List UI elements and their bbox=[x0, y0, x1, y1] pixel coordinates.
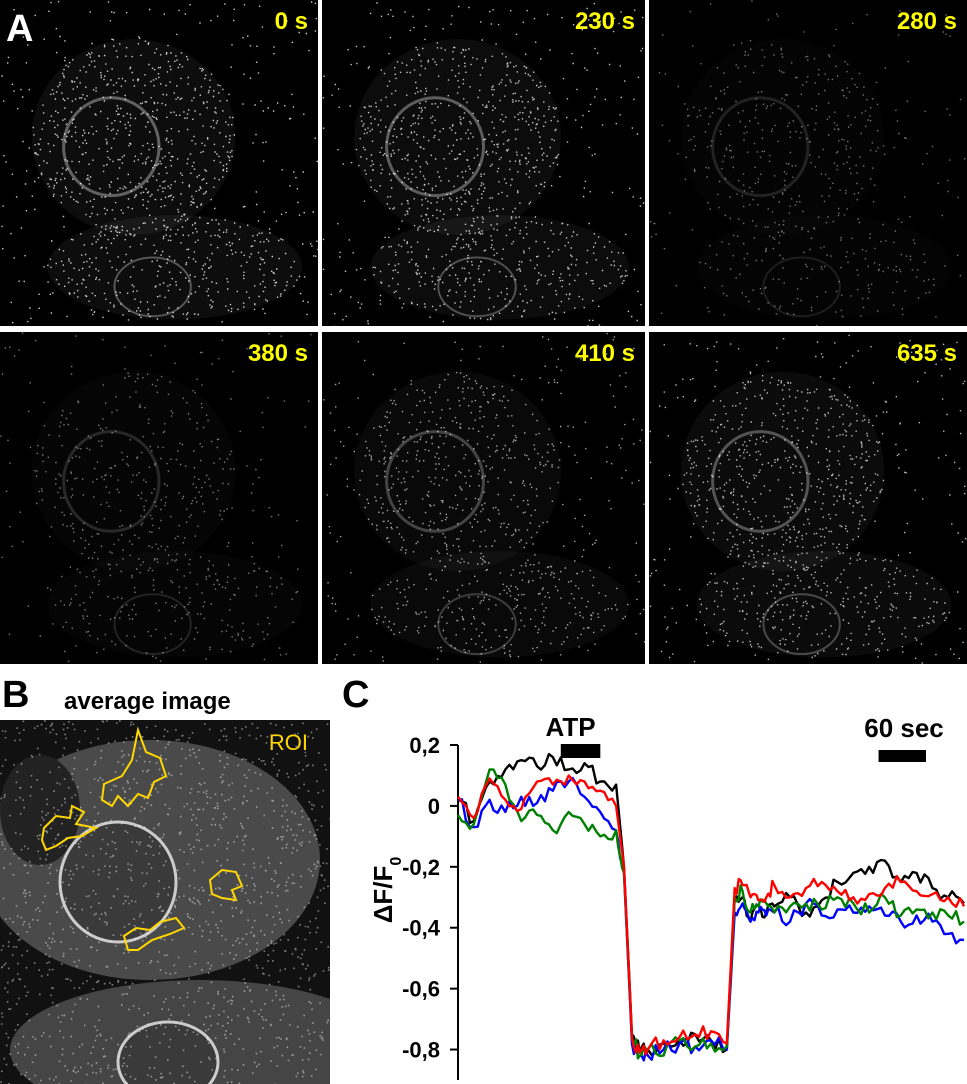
y-tick-label: 0 bbox=[428, 794, 440, 819]
trace-chart: 0,2 0 -0,2 -0,4 -0,6 -0,8 ATP 60 sec ΔF/F0 bbox=[368, 712, 966, 1080]
micrograph-frame: 410 s bbox=[322, 332, 645, 664]
y-tick-label: -0,4 bbox=[402, 916, 441, 941]
micrograph-image bbox=[649, 0, 967, 326]
annotations: ATP 60 sec bbox=[546, 712, 944, 762]
time-label: 0 s bbox=[274, 8, 308, 35]
average-image: ROI bbox=[0, 720, 330, 1084]
panel-b-letter: B bbox=[2, 674, 30, 716]
series-line bbox=[457, 776, 965, 1062]
time-label: 380 s bbox=[247, 340, 308, 367]
micrograph-image bbox=[0, 0, 318, 326]
series-layer bbox=[456, 752, 966, 1062]
roi-outline bbox=[100, 726, 168, 808]
series-line bbox=[457, 774, 966, 1056]
roi-outline bbox=[40, 804, 99, 852]
y-tick-label: 0,2 bbox=[409, 733, 440, 758]
y-tick-label: -0,2 bbox=[402, 855, 440, 880]
micrograph-grid: 0 s 230 s 280 s 380 s 410 s 635 s bbox=[0, 0, 967, 664]
roi-outline bbox=[122, 916, 186, 951]
micrograph-image bbox=[0, 332, 318, 664]
time-label: 230 s bbox=[574, 8, 635, 35]
micrograph-image bbox=[649, 332, 967, 664]
atp-label: ATP bbox=[546, 712, 596, 742]
series-line bbox=[456, 768, 965, 1060]
y-tick-label: -0,6 bbox=[402, 977, 440, 1002]
micrograph-image bbox=[322, 332, 645, 664]
panel-b-title: average image bbox=[64, 688, 231, 715]
micrograph-frame: 230 s bbox=[322, 0, 645, 326]
time-label: 410 s bbox=[574, 340, 635, 367]
roi-outline bbox=[208, 868, 244, 902]
micrograph-image bbox=[322, 0, 645, 326]
micrograph-frame: 280 s bbox=[649, 0, 967, 326]
panel-a-letter: A bbox=[6, 8, 34, 50]
y-axis: 0,2 0 -0,2 -0,4 -0,6 -0,8 bbox=[402, 733, 459, 1080]
panel-c-letter: C bbox=[342, 674, 370, 716]
y-tick-label: -0,8 bbox=[402, 1038, 440, 1063]
micrograph-frame: 0 s bbox=[0, 0, 318, 326]
time-label: 635 s bbox=[896, 340, 957, 367]
scale-bar-label: 60 sec bbox=[864, 713, 944, 743]
y-axis-label: ΔF/F0 bbox=[368, 857, 405, 924]
time-label: 280 s bbox=[896, 8, 957, 35]
average-image-canvas bbox=[0, 720, 330, 1084]
roi-label: ROI bbox=[268, 730, 308, 755]
scale-bar bbox=[878, 750, 926, 762]
micrograph-frame: 635 s bbox=[649, 332, 967, 664]
atp-bar bbox=[560, 744, 601, 758]
micrograph-frame: 380 s bbox=[0, 332, 318, 664]
